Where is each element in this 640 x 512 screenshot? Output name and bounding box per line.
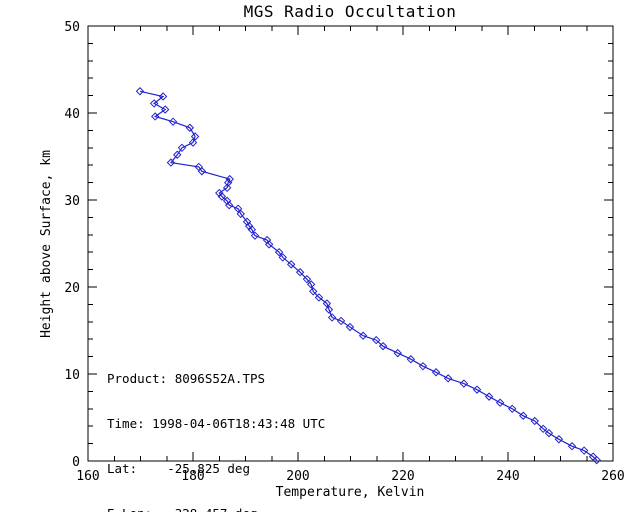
- diamond-marker: [188, 138, 198, 147]
- diamond-marker: [309, 287, 318, 296]
- y-tick-label: 20: [64, 281, 80, 296]
- diamond-marker: [233, 204, 243, 213]
- diamond-marker: [173, 150, 182, 159]
- diamond-marker: [418, 361, 428, 371]
- diamond-marker: [244, 221, 254, 231]
- diamond-marker: [324, 305, 334, 314]
- diamond-marker: [286, 260, 296, 269]
- diamond-marker: [135, 87, 145, 96]
- diamond-marker: [459, 379, 469, 388]
- diamond-marker: [472, 385, 482, 394]
- diamond-marker: [150, 112, 160, 121]
- diamond-marker: [158, 92, 168, 101]
- diamond-marker: [495, 398, 505, 407]
- diamond-marker: [160, 105, 170, 114]
- diamond-marker: [166, 158, 176, 167]
- diamond-marker: [393, 348, 402, 358]
- diamond-marker: [567, 442, 577, 451]
- diamond-marker: [225, 174, 234, 184]
- diamond-marker: [149, 99, 159, 108]
- diamond-marker: [295, 268, 305, 277]
- diamond-marker: [236, 209, 245, 219]
- diamond-marker: [336, 316, 346, 326]
- diamond-marker: [274, 247, 284, 257]
- diamond-marker: [185, 123, 195, 132]
- diamond-marker: [592, 455, 601, 465]
- diamond-marker: [215, 188, 224, 198]
- diamond-marker: [327, 313, 337, 322]
- diamond-marker: [278, 253, 287, 262]
- x-axis-label: Temperature, Kelvin: [276, 485, 425, 500]
- diamond-marker: [484, 392, 494, 401]
- observation-metadata: Product: 8096S52A.TPS Time: 1998-04-06T1…: [107, 341, 325, 512]
- diamond-marker: [544, 428, 554, 438]
- diamond-marker: [322, 299, 332, 308]
- diamond-marker: [443, 374, 453, 383]
- annotation-elon: E Lon: 328.457 deg: [107, 506, 325, 512]
- y-tick-label: 40: [64, 107, 80, 122]
- x-tick-label: 180: [181, 469, 204, 484]
- diamond-marker: [168, 117, 178, 126]
- annotation-lat: Lat: -25.825 deg: [107, 461, 250, 476]
- diamond-marker: [372, 335, 381, 345]
- profile-markers: [135, 87, 601, 465]
- diamond-marker: [519, 411, 528, 420]
- annotation-time: Time: 1998-04-06T18:43:48 UTC: [107, 416, 326, 431]
- diamond-marker: [530, 416, 539, 426]
- diamond-marker: [507, 404, 517, 414]
- y-tick-label: 50: [64, 20, 80, 35]
- diamond-marker: [250, 231, 260, 240]
- y-tick-label: 10: [64, 368, 80, 383]
- diamond-marker: [431, 368, 441, 377]
- diamond-marker: [554, 435, 564, 444]
- x-tick-label: 200: [286, 469, 309, 484]
- diamond-marker: [190, 132, 200, 141]
- diamond-marker: [225, 201, 234, 210]
- x-tick-label: 260: [601, 469, 624, 484]
- y-tick-label: 0: [72, 455, 80, 470]
- y-axis-label: Height above Surface, km: [39, 150, 54, 338]
- diamond-marker: [358, 331, 368, 340]
- x-tick-label: 160: [76, 469, 99, 484]
- diamond-marker: [222, 183, 232, 193]
- diamond-marker: [264, 240, 274, 249]
- x-tick-label: 220: [391, 469, 414, 484]
- chart-title: MGS Radio Occultation: [244, 2, 457, 21]
- diamond-marker: [217, 192, 227, 201]
- annotation-product: Product: 8096S52A.TPS: [107, 371, 266, 386]
- diamond-marker: [345, 322, 355, 332]
- diamond-marker: [306, 280, 316, 289]
- diamond-marker: [177, 143, 187, 153]
- diamond-marker: [247, 225, 257, 234]
- diamond-marker: [579, 446, 589, 455]
- diamond-marker: [314, 293, 324, 302]
- y-tick-label: 30: [64, 194, 80, 209]
- diamond-marker: [302, 274, 312, 284]
- temperature-profile-series: [135, 87, 601, 465]
- diamond-marker: [406, 355, 416, 364]
- x-tick-label: 240: [496, 469, 519, 484]
- diamond-marker: [538, 424, 548, 434]
- diamond-marker: [378, 341, 388, 351]
- diamond-marker: [197, 167, 207, 176]
- profile-line: [139, 90, 598, 461]
- plot-axes: 160 180 200 220 240 260 0 10 20 30 40 50: [64, 20, 624, 484]
- diamond-marker: [223, 178, 233, 187]
